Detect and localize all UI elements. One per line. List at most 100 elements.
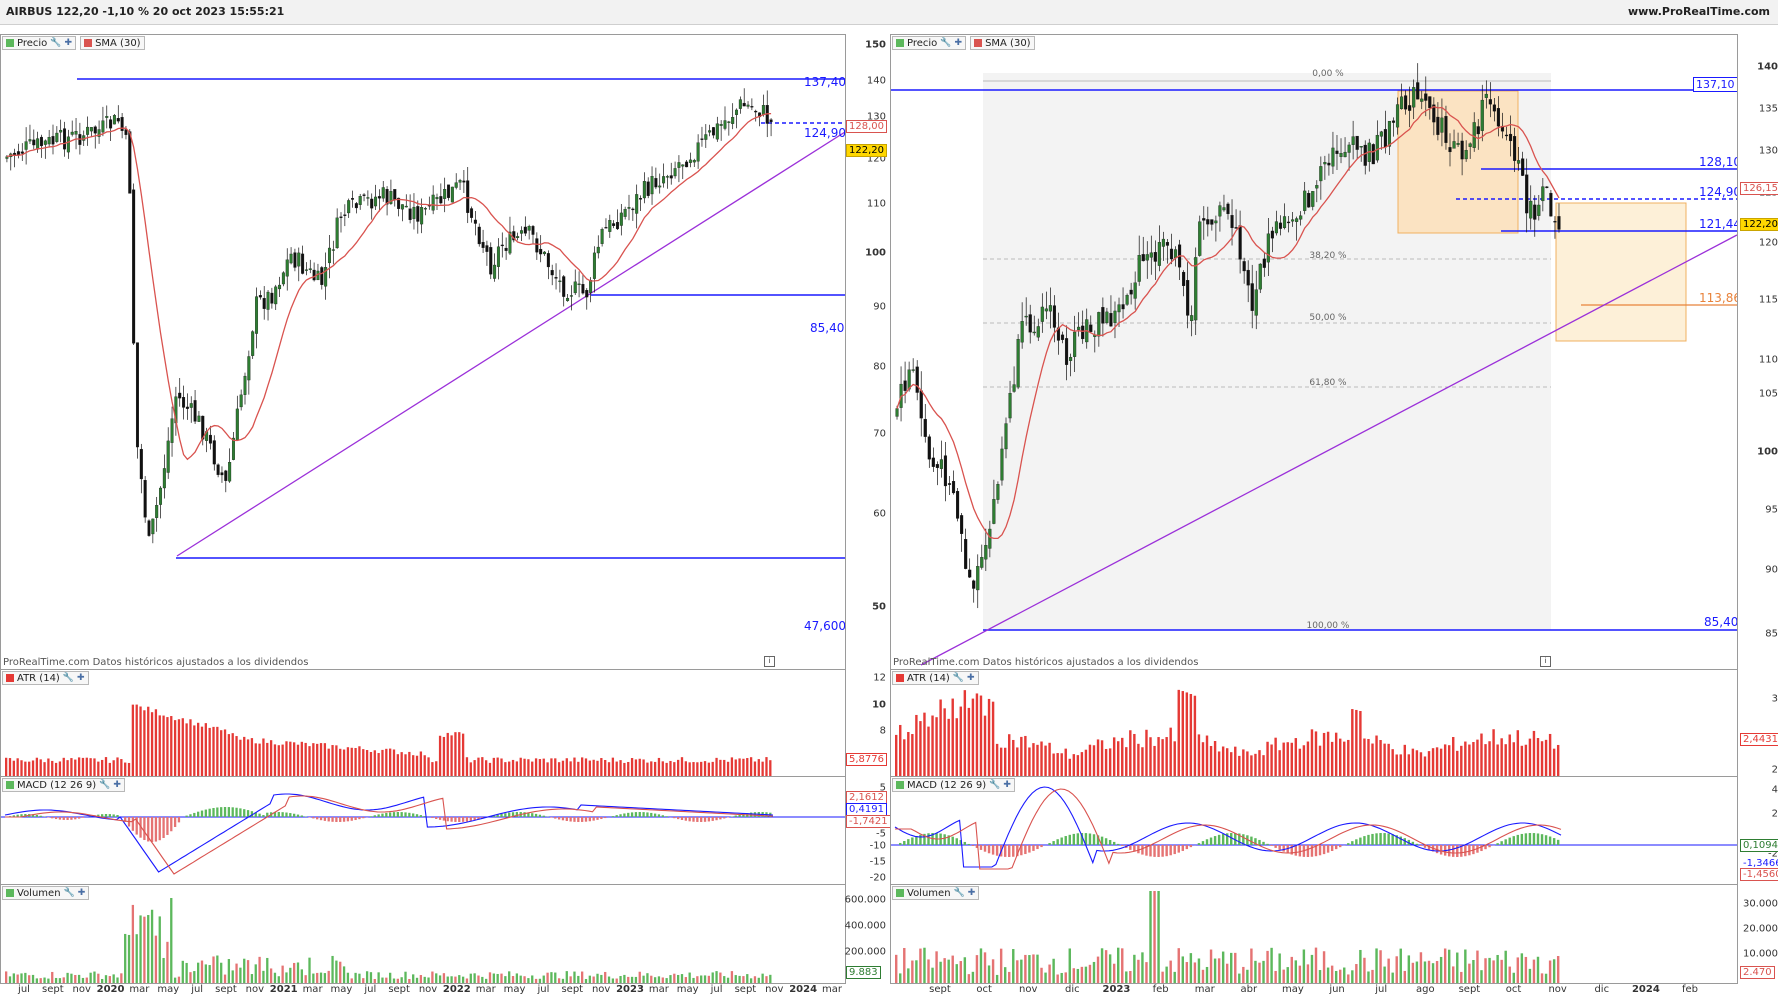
candle-body xyxy=(669,175,673,179)
candle-body xyxy=(665,176,669,178)
atr-bar xyxy=(738,758,741,777)
sma-legend[interactable]: SMA (30) xyxy=(80,36,145,50)
info-icon[interactable]: i xyxy=(1540,656,1551,667)
macd-hist-bar xyxy=(1165,845,1168,857)
volume-bar xyxy=(20,973,23,983)
macd-hist-bar xyxy=(500,813,503,817)
left-volume-panel[interactable]: Volumen 🔧 ✚ xyxy=(0,884,846,984)
right-macd-panel[interactable]: MACD (12 26 9) 🔧 ✚ xyxy=(890,776,1738,886)
volume-legend[interactable]: Volumen 🔧 ✚ xyxy=(2,886,90,900)
candle-body xyxy=(1311,191,1315,207)
atr-bar xyxy=(485,760,488,777)
atr-bar xyxy=(1516,730,1520,777)
wrench-icon[interactable]: 🔧 xyxy=(63,888,75,898)
atr-bar xyxy=(1419,752,1423,777)
macd-legend[interactable]: MACD (12 26 9) 🔧 ✚ xyxy=(892,778,1015,792)
wrench-icon[interactable]: 🔧 xyxy=(940,38,952,48)
plus-icon[interactable]: ✚ xyxy=(954,38,963,48)
volume-bar xyxy=(634,976,638,983)
wrench-icon[interactable]: 🔧 xyxy=(62,673,75,683)
macd-hist-bar xyxy=(1504,839,1507,845)
wrench-icon[interactable]: 🔧 xyxy=(50,38,62,48)
price-legend[interactable]: Precio 🔧 ✚ xyxy=(892,36,967,50)
atr-bar xyxy=(1540,741,1544,777)
macd-hist-bar xyxy=(116,815,119,817)
volume-bar xyxy=(1512,972,1515,983)
candle-body xyxy=(1291,219,1295,222)
plus-icon[interactable]: ✚ xyxy=(113,780,121,790)
atr-bar xyxy=(47,758,50,777)
volume-bar xyxy=(277,976,280,983)
candle-body xyxy=(1335,150,1339,154)
candle-body xyxy=(627,207,631,209)
right-volume-panel[interactable]: Volumen 🔧 ✚ xyxy=(890,884,1738,984)
volume-bar xyxy=(1092,961,1096,983)
candle-body xyxy=(639,198,643,200)
macd-hist-bar xyxy=(1536,833,1540,845)
atr-bar xyxy=(1217,751,1221,777)
macd-hist-bar xyxy=(1104,838,1108,845)
macd-hist-bar xyxy=(1484,845,1487,850)
volume-bar xyxy=(1504,950,1507,983)
volume-bar xyxy=(81,977,85,983)
atr-legend[interactable]: ATR (14) 🔧 ✚ xyxy=(2,671,89,685)
atr-bar xyxy=(181,718,184,777)
level-bottom-label: 47,600 xyxy=(804,619,846,633)
wrench-icon[interactable]: 🔧 xyxy=(989,780,1001,790)
volume-bar xyxy=(951,955,954,983)
info-icon[interactable]: i xyxy=(764,656,775,667)
wrench-icon[interactable]: 🔧 xyxy=(952,673,965,683)
volume-bar xyxy=(975,955,979,983)
plus-icon[interactable]: ✚ xyxy=(77,673,85,683)
atr-bar xyxy=(220,730,223,777)
left-macd-panel[interactable]: MACD (12 26 9) 🔧 ✚ xyxy=(0,776,846,886)
volume-bar xyxy=(573,971,576,983)
candle-body xyxy=(1537,204,1541,216)
sma-legend[interactable]: SMA (30) xyxy=(970,36,1035,50)
right-atr-panel[interactable]: ATR (14) 🔧 ✚ xyxy=(890,669,1738,778)
candle-body xyxy=(1133,282,1137,299)
price-legend[interactable]: Precio 🔧 ✚ xyxy=(2,36,77,50)
volume-bar xyxy=(1270,947,1273,983)
volume-bar xyxy=(1439,956,1443,983)
macd-hist-bar xyxy=(630,812,634,817)
volume-bar xyxy=(604,971,607,983)
atr-bar xyxy=(955,718,958,777)
plus-icon[interactable]: ✚ xyxy=(967,888,976,898)
plus-icon[interactable]: ✚ xyxy=(64,38,73,48)
atr-legend[interactable]: ATR (14) 🔧 ✚ xyxy=(892,671,979,685)
candle-body xyxy=(1016,339,1020,388)
macd-hist-bar xyxy=(975,845,979,848)
atr-bar xyxy=(1032,743,1035,777)
macd-legend[interactable]: MACD (12 26 9) 🔧 ✚ xyxy=(2,778,125,792)
atr-bar xyxy=(435,761,438,777)
macd-hist-bar xyxy=(1464,845,1467,857)
wrench-icon[interactable]: 🔧 xyxy=(953,888,965,898)
left-atr-panel[interactable]: ATR (14) 🔧 ✚ xyxy=(0,669,846,778)
atr-bar xyxy=(85,757,88,777)
right-price-panel[interactable]: Precio 🔧 ✚ SMA (30) ProRealTime.com Datos … xyxy=(890,34,1738,670)
x-tick-label: 2023 xyxy=(616,984,644,995)
macd-hist-bar xyxy=(1133,845,1136,852)
plus-icon[interactable]: ✚ xyxy=(77,888,86,898)
macd-hist-bar xyxy=(285,812,288,817)
volume-bar xyxy=(454,976,457,983)
volume-legend[interactable]: Volumen 🔧 ✚ xyxy=(892,886,980,900)
macd-hist-bar xyxy=(254,812,257,817)
site-link[interactable]: www.ProRealTime.com xyxy=(1627,5,1770,18)
wrench-icon[interactable]: 🔧 xyxy=(99,780,111,790)
macd-hist-bar xyxy=(415,814,419,817)
plus-icon[interactable]: ✚ xyxy=(1003,780,1011,790)
volume-bar xyxy=(757,977,760,983)
candle-body xyxy=(688,159,692,163)
level-128-label: 128,10 xyxy=(1699,155,1738,169)
volume-bar xyxy=(54,977,58,983)
plus-icon[interactable]: ✚ xyxy=(967,673,975,683)
volume-bar xyxy=(427,977,430,983)
macd-hist-bar xyxy=(971,845,975,846)
atr-bar xyxy=(1177,689,1180,777)
macd-hist-bar xyxy=(951,836,954,845)
volume-bar xyxy=(1383,966,1386,983)
left-price-panel[interactable]: Precio 🔧 ✚ SMA (30) ProRealTime.com Datos … xyxy=(0,34,846,670)
right-macd-header: MACD (12 26 9) 🔧 ✚ xyxy=(892,778,1015,792)
